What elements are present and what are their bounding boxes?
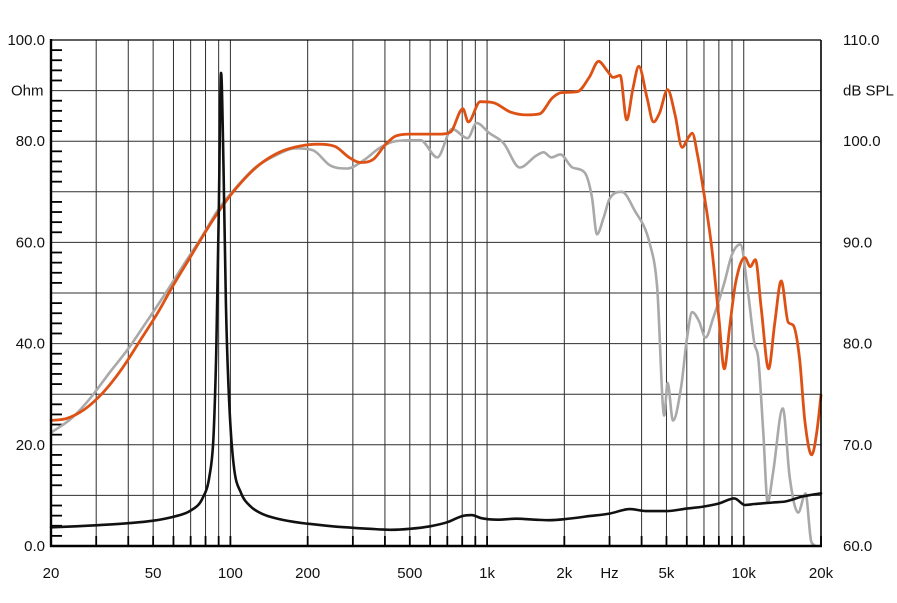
x-axis-tick-label: 500 bbox=[397, 565, 422, 582]
curve-spl-on-axis bbox=[49, 59, 823, 457]
y-right-tick-label: 100.0 bbox=[843, 133, 881, 150]
frame-layer bbox=[49, 39, 822, 548]
y-left-tick-label: 100.0 bbox=[7, 32, 45, 49]
x-axis-tick-label: 200 bbox=[295, 565, 320, 582]
x-axis-tick-label: 20k bbox=[809, 565, 834, 582]
y-right-tick-label: 110.0 bbox=[843, 32, 879, 49]
curve-impedance bbox=[49, 71, 823, 532]
y-left-tick-label: 40.0 bbox=[16, 336, 45, 353]
y-left-unit-label: Ohm bbox=[11, 83, 44, 100]
x-axis-tick-label: 5k bbox=[659, 565, 675, 582]
x-axis-tick-label: 10k bbox=[732, 565, 757, 582]
label-layer: 0.0 20.0 40.0 60.0 80.0 100.0 Ohm 60.0 70.0 80.0 9… bbox=[7, 32, 893, 582]
y-right-tick-label: 80.0 bbox=[843, 336, 872, 353]
y-left-tick-label: 60.0 bbox=[16, 234, 45, 251]
y-right-tick-label: 70.0 bbox=[843, 437, 872, 454]
x-axis-tick-label: 100 bbox=[218, 565, 243, 582]
x-axis-tick-label: 1k bbox=[479, 565, 495, 582]
tick-layer bbox=[50, 49, 822, 546]
y-left-tick-label: 0.0 bbox=[24, 538, 45, 555]
x-axis-tick-label: 50 bbox=[145, 565, 162, 582]
y-left-tick-label: 80.0 bbox=[16, 133, 45, 150]
y-left-tick-label: 20.0 bbox=[16, 437, 45, 454]
x-axis-tick-label: 20 bbox=[43, 565, 60, 582]
y-right-tick-label: 60.0 bbox=[843, 538, 872, 555]
x-axis-unit-label: Hz bbox=[600, 565, 618, 582]
curve-spl-off-axis bbox=[49, 121, 816, 547]
y-right-tick-label: 90.0 bbox=[843, 234, 872, 251]
y-right-unit-label: dB SPL bbox=[843, 83, 894, 100]
series-layer bbox=[49, 59, 823, 547]
x-axis-tick-label: 2k bbox=[556, 565, 572, 582]
